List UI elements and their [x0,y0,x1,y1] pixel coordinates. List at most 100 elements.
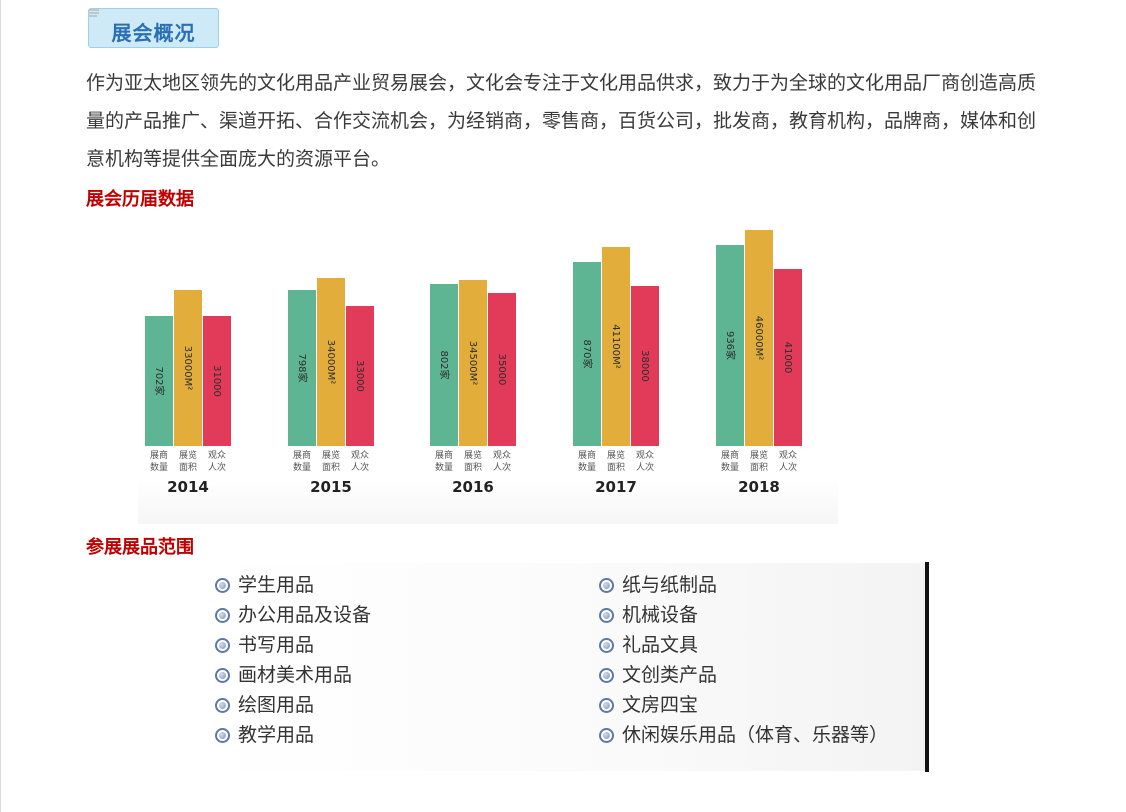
bar-value-label: 31000 [211,365,222,397]
series-label: 人次 [208,461,226,473]
bar [602,247,630,446]
scope-box [208,563,928,771]
series-label: 面积 [322,461,340,473]
scope-item: 文创类产品 [599,660,888,690]
scope-item: 文房四宝 [599,690,888,720]
bar [174,290,202,446]
scope-list-left: 学生用品 办公用品及设备 书写用品 画材美术用品 绘图用品 教学用品 [215,570,371,750]
circle-bullet-icon [215,637,230,653]
circle-bullet-icon [215,667,230,683]
bar-value-label: 870家 [581,339,594,368]
bar [203,316,231,446]
series-label: 面积 [607,461,625,473]
series-label: 数量 [721,461,739,473]
series-label: 展览 [607,449,625,461]
circle-bullet-icon [599,667,614,683]
series-label: 展览 [464,449,482,461]
series-label: 数量 [293,461,311,473]
paper-corner-icon [89,9,99,17]
bar-value-label: 802家 [438,350,451,379]
series-label: 展览 [750,449,768,461]
bar [631,286,659,446]
series-label: 展商 [150,449,168,461]
scope-list-right: 纸与纸制品 机械设备 礼品文具 文创类产品 文房四宝 休闲娱乐用品（体育、乐器等… [599,570,888,750]
series-label: 展览 [179,449,197,461]
series-label: 观众 [779,450,797,461]
circle-bullet-icon [215,727,230,743]
circle-bullet-icon [215,697,230,713]
series-label: 观众 [493,450,511,461]
scope-item: 机械设备 [599,600,888,630]
series-label: 观众 [636,450,654,461]
series-label: 数量 [150,461,168,473]
bar-value-label: 33000M² [182,346,193,390]
bar-value-label: 33000 [354,360,365,392]
scope-item: 画材美术用品 [215,660,371,690]
bar [145,316,173,446]
bar-value-label: 34000M² [325,340,336,384]
section-title: 展会概况 [111,21,196,45]
circle-bullet-icon [215,607,230,623]
circle-bullet-icon [599,727,614,743]
bar [716,245,744,446]
series-label: 人次 [351,461,369,473]
scope-divider [925,562,929,772]
bar [573,262,601,446]
bar-value-label: 34500M² [467,341,478,385]
circle-bullet-icon [215,577,230,593]
series-label: 展商 [578,449,596,461]
category-label: 2014 [167,478,209,496]
bar-value-label: 41000 [782,342,793,374]
series-label: 人次 [779,461,797,473]
series-label: 面积 [750,461,768,473]
bar [317,278,345,446]
bar-value-label: 38000 [639,350,650,382]
series-label: 面积 [464,461,482,473]
scope-item: 休闲娱乐用品（体育、乐器等） [599,720,888,750]
category-label: 2015 [310,478,352,496]
bar-value-label: 41100M² [610,324,621,368]
category-label: 2016 [452,478,494,496]
history-chart: 702家 展商 数量 33000M² 展览 面积 31000 观众 人次 2014 798家 展商 数量… [138,214,838,524]
bar [346,306,374,446]
history-heading: 展会历届数据 [86,189,194,210]
bar [459,280,487,446]
category-label: 2018 [738,478,780,496]
scope-heading: 参展展品范围 [86,537,194,558]
bar-value-label: 798家 [296,353,309,382]
bar [430,284,458,446]
scope-item: 书写用品 [215,630,371,660]
bar [488,293,516,446]
circle-bullet-icon [599,607,614,623]
intro-paragraph: 作为亚太地区领先的文化用品产业贸易展会，文化会专注于文化用品供求，致力于为全球的… [86,72,1037,170]
scope-item: 学生用品 [215,570,371,600]
circle-bullet-icon [599,697,614,713]
series-label: 数量 [435,461,453,473]
left-border [0,0,1,812]
series-label: 展商 [721,449,739,461]
scope-item: 纸与纸制品 [599,570,888,600]
series-label: 人次 [493,461,511,473]
series-label: 面积 [179,461,197,473]
bar-value-label: 35000 [496,354,507,386]
bar-value-label: 936家 [724,331,737,360]
series-label: 数量 [578,461,596,473]
bar [288,290,316,446]
scope-item: 教学用品 [215,720,371,750]
circle-bullet-icon [599,577,614,593]
scope-item: 礼品文具 [599,630,888,660]
scope-item: 绘图用品 [215,690,371,720]
series-label: 展览 [322,449,340,461]
bar-value-label: 46000M² [753,316,764,360]
category-label: 2017 [595,478,637,496]
series-label: 人次 [636,461,654,473]
bar-value-label: 702家 [153,366,166,395]
section-title-box: 展会概况 [88,8,219,48]
circle-bullet-icon [599,637,614,653]
series-label: 观众 [351,450,369,461]
series-label: 观众 [208,450,226,461]
series-label: 展商 [435,449,453,461]
series-label: 展商 [293,449,311,461]
bar [774,269,802,446]
